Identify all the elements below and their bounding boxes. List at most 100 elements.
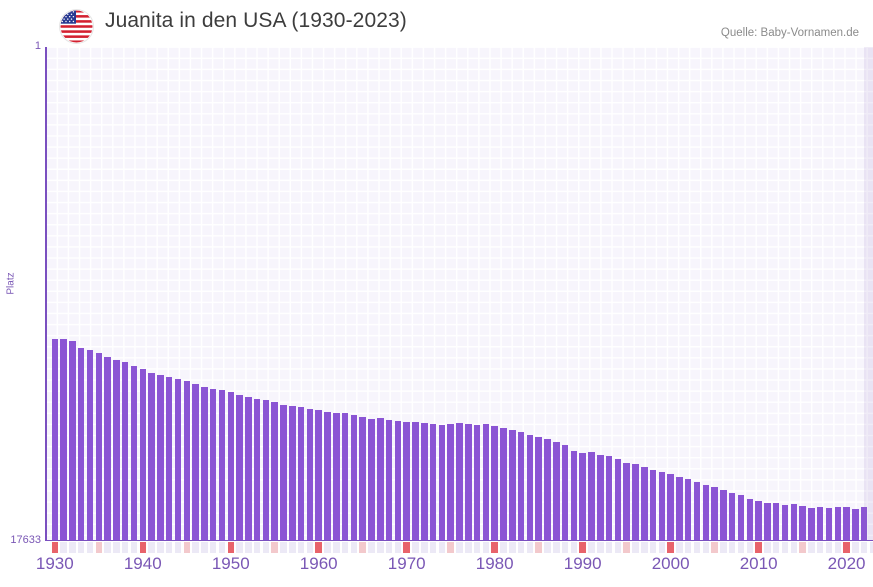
x-tickmark-1978 xyxy=(473,541,481,553)
x-tickmark-1968 xyxy=(385,541,393,553)
bar-1992 xyxy=(597,455,604,540)
bar-1942 xyxy=(157,375,164,540)
x-tickmark-1977 xyxy=(465,541,472,553)
x-tickmark-1942 xyxy=(157,541,164,553)
x-tick-label-1950: 1950 xyxy=(211,554,250,573)
x-tickmark-1940 xyxy=(139,541,147,553)
y-axis-line xyxy=(45,47,47,540)
x-tickmark-1985 xyxy=(535,541,542,553)
x-tickmark-2019 xyxy=(834,541,842,553)
bar-1998 xyxy=(649,470,657,540)
bar-2001 xyxy=(676,476,683,540)
x-tickmark-1967 xyxy=(377,541,384,553)
bar-1971 xyxy=(412,422,419,540)
bar-2021 xyxy=(852,508,859,540)
bar-1989 xyxy=(570,450,578,540)
x-tickmark-2004 xyxy=(702,541,710,553)
x-tickmark-1963 xyxy=(341,541,349,553)
x-tickmark-1933 xyxy=(77,541,85,553)
bar-1962 xyxy=(333,412,340,540)
us-flag-icon xyxy=(60,10,93,43)
bar-2015 xyxy=(799,505,806,540)
x-tickmark-1992 xyxy=(597,541,604,553)
bar-1931 xyxy=(60,339,67,540)
bar-1938 xyxy=(121,362,129,540)
x-tick-label-2000: 2000 xyxy=(651,554,690,573)
bar-1975 xyxy=(447,424,454,540)
bar-1965 xyxy=(359,416,366,540)
bar-1944 xyxy=(174,378,182,540)
bar-2009 xyxy=(746,498,754,540)
x-tickmark-1993 xyxy=(605,541,613,553)
bar-1984 xyxy=(526,434,534,540)
bar-1953 xyxy=(253,398,261,540)
x-tickmark-1972 xyxy=(421,541,428,553)
x-tickmark-2000 xyxy=(667,541,674,553)
x-tickmark-1939 xyxy=(130,541,138,553)
bar-2003 xyxy=(693,482,701,540)
bar-1961 xyxy=(324,411,331,540)
x-tickmark-1996 xyxy=(632,541,639,553)
bar-1947 xyxy=(201,386,208,540)
x-tickmark-2022 xyxy=(860,541,868,553)
x-tickmark-2002 xyxy=(684,541,692,553)
bar-1958 xyxy=(297,406,305,540)
bar-1982 xyxy=(509,430,516,540)
x-tickmark-1948 xyxy=(209,541,217,553)
x-tickmark-1990 xyxy=(579,541,586,553)
x-axis-tick-strip xyxy=(46,541,873,553)
x-tickmark-1975 xyxy=(447,541,454,553)
bar-1978 xyxy=(473,424,481,540)
bar-2008 xyxy=(737,495,745,540)
bar-1993 xyxy=(605,456,613,540)
x-tickmark-1995 xyxy=(623,541,630,553)
bar-2010 xyxy=(755,501,762,540)
bar-1996 xyxy=(632,464,639,540)
x-tickmark-2021 xyxy=(852,541,859,553)
bar-1991 xyxy=(588,452,595,540)
x-tickmark-1965 xyxy=(359,541,366,553)
x-tickmark-2003 xyxy=(693,541,701,553)
x-tickmark-2006 xyxy=(720,541,727,553)
x-tickmark-1936 xyxy=(104,541,111,553)
bar-1963 xyxy=(341,413,349,540)
x-tickmark-1997 xyxy=(641,541,648,553)
x-tickmark-1994 xyxy=(614,541,622,553)
x-tickmark-1984 xyxy=(526,541,534,553)
x-tickmark-1970 xyxy=(403,541,410,553)
x-tick-label-1940: 1940 xyxy=(123,554,162,573)
x-tickmark-1951 xyxy=(236,541,243,553)
bar-1954 xyxy=(262,400,270,540)
x-tick-label-2010: 2010 xyxy=(739,554,778,573)
x-tickmark-2015 xyxy=(799,541,806,553)
x-tickmark-2023 xyxy=(869,541,873,553)
bar-1986 xyxy=(544,439,551,540)
bar-2011 xyxy=(764,502,771,540)
x-tickmark-1998 xyxy=(649,541,657,553)
x-tickmark-1969 xyxy=(394,541,402,553)
x-tickmark-1976 xyxy=(456,541,463,553)
bar-1933 xyxy=(77,347,85,540)
x-tickmark-2010 xyxy=(755,541,762,553)
x-tick-label-1960: 1960 xyxy=(299,554,338,573)
bar-1955 xyxy=(271,402,278,540)
chart-source-label: Quelle: Baby-Vornamen.de xyxy=(720,27,859,39)
x-tickmark-1962 xyxy=(333,541,340,553)
bar-1934 xyxy=(86,350,94,540)
x-tickmark-1999 xyxy=(658,541,666,553)
bar-2012 xyxy=(772,503,780,540)
x-tickmark-2018 xyxy=(825,541,833,553)
x-tickmark-1989 xyxy=(570,541,578,553)
x-tickmark-1952 xyxy=(245,541,252,553)
x-tickmark-1973 xyxy=(429,541,437,553)
bar-1988 xyxy=(561,445,569,540)
x-tickmark-1991 xyxy=(588,541,595,553)
bar-1972 xyxy=(421,422,428,540)
bar-1977 xyxy=(465,423,472,540)
bar-1941 xyxy=(148,372,155,540)
bar-1949 xyxy=(218,390,226,540)
x-tickmark-1983 xyxy=(517,541,525,553)
x-tick-label-2020: 2020 xyxy=(827,554,866,573)
bar-1976 xyxy=(456,423,463,540)
